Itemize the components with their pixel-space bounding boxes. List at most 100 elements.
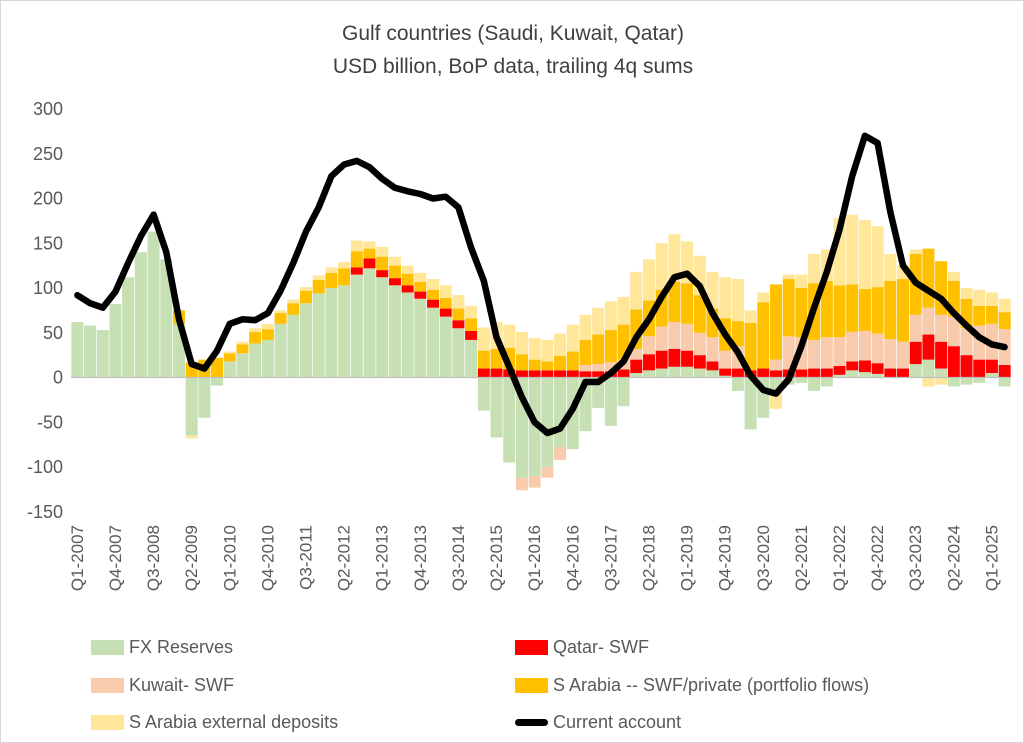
legend-swatch-kuwait-swf	[91, 677, 124, 693]
bar-segment	[998, 364, 1011, 378]
bar-segment	[642, 370, 655, 378]
bar-segment	[452, 295, 465, 309]
bar-segment	[935, 368, 948, 378]
bar-segment	[350, 251, 363, 268]
bar-segment	[846, 370, 859, 378]
bar-segment	[274, 313, 287, 324]
bar-segment	[617, 369, 630, 378]
bar-segment	[604, 362, 617, 372]
bar-segment	[757, 368, 770, 378]
bar-segment	[541, 377, 554, 467]
chart-title-line1: Gulf countries (Saudi, Kuwait, Qatar)	[342, 22, 684, 45]
x-tick-label: Q1-2007	[68, 525, 87, 591]
bar-segment	[681, 366, 694, 378]
bar-segment	[871, 333, 884, 364]
bar-segment	[985, 292, 998, 306]
bar-segment	[947, 271, 960, 281]
bar-segment	[731, 368, 744, 378]
bar-segment	[871, 373, 884, 378]
bar-segment	[312, 275, 325, 280]
bar-segment	[363, 268, 376, 378]
bar-segment	[414, 298, 427, 378]
bar-segment	[909, 314, 922, 342]
bar-segment	[350, 267, 363, 275]
bar-segment	[147, 231, 160, 378]
bar-segment	[706, 337, 719, 362]
y-tick-label: -50	[37, 412, 63, 432]
bar-segment	[630, 359, 643, 374]
bar-segment	[884, 368, 897, 378]
bar-segment	[528, 475, 541, 488]
legend-item-sarabia-external-deposits: S Arabia external deposits	[91, 712, 338, 732]
bar-segment	[592, 307, 605, 335]
bar-segment	[211, 357, 224, 378]
bar-segment	[846, 331, 859, 362]
x-tick-label: Q4-2016	[563, 525, 582, 591]
bar-segment	[719, 277, 732, 319]
bar-segment	[554, 377, 567, 448]
bar-segment	[795, 369, 808, 378]
x-tick-label: Q1-2016	[525, 525, 544, 591]
y-tick-label: -100	[27, 457, 63, 477]
bar-segment	[630, 348, 643, 360]
bar-segment	[414, 291, 427, 299]
x-tick-label: Q1-2010	[220, 525, 239, 591]
bar-segment	[325, 267, 338, 273]
legend-label-qatar-swf: Qatar- SWF	[553, 636, 650, 657]
bar-segment	[401, 273, 414, 286]
x-tick-label: Q4-2019	[716, 525, 735, 591]
legend-item-current-account: Current account	[515, 712, 681, 732]
x-tick-label: Q2-2012	[335, 525, 354, 591]
bar-segment	[782, 336, 795, 370]
bar-segment	[909, 341, 922, 365]
bar-segment	[973, 305, 986, 326]
bar-segment	[960, 355, 973, 378]
bar-segment	[452, 308, 465, 321]
bar-segment	[922, 248, 935, 308]
bar-segment	[693, 295, 706, 333]
bar-segment	[211, 377, 224, 386]
bar-segment	[515, 477, 528, 491]
bar-segment	[465, 318, 478, 331]
bar-segment	[528, 338, 541, 360]
bar-segment	[312, 279, 325, 294]
bar-segment	[985, 359, 998, 374]
bar-segment	[579, 364, 592, 372]
bar-segment	[554, 333, 567, 357]
bar-segment	[566, 351, 579, 371]
bar-segment	[338, 268, 351, 286]
bar-segment	[287, 303, 300, 315]
legend-item-kuwait-swf: Kuwait- SWF	[91, 675, 234, 695]
x-tick-label: Q1-2022	[830, 525, 849, 591]
legend-label-kuwait-swf: Kuwait- SWF	[129, 674, 235, 695]
bar-segment	[604, 330, 617, 363]
bar-segment	[668, 281, 681, 323]
bar-segment	[744, 377, 757, 430]
bar-segment	[439, 308, 452, 317]
x-tick-label: Q2-2024	[944, 525, 963, 591]
bar-segment	[490, 377, 503, 438]
bar-segment	[300, 287, 312, 291]
bar-segment	[846, 214, 859, 285]
bar-segment	[897, 368, 910, 378]
bar-segment	[858, 288, 871, 331]
bar-segment	[198, 377, 211, 418]
current-account-line	[74, 132, 1008, 437]
bar-segment	[960, 288, 973, 299]
bar-segment	[350, 274, 363, 378]
bar-segment	[338, 285, 351, 378]
bar-segment	[528, 370, 541, 378]
bar-segment	[554, 447, 567, 460]
bar-segment	[477, 350, 490, 369]
bar-segment	[515, 370, 528, 378]
bar-segment	[592, 371, 605, 378]
legend-swatch-fx-reserves	[91, 639, 124, 655]
bar-segment	[401, 285, 414, 293]
bar-segment	[655, 243, 668, 290]
bar-segment	[96, 330, 109, 378]
bar-segment	[249, 331, 262, 344]
bar-segment	[681, 323, 694, 351]
bar-segment	[858, 219, 871, 289]
x-tick-label: Q2-2015	[487, 525, 506, 591]
bar-segment	[325, 272, 338, 288]
